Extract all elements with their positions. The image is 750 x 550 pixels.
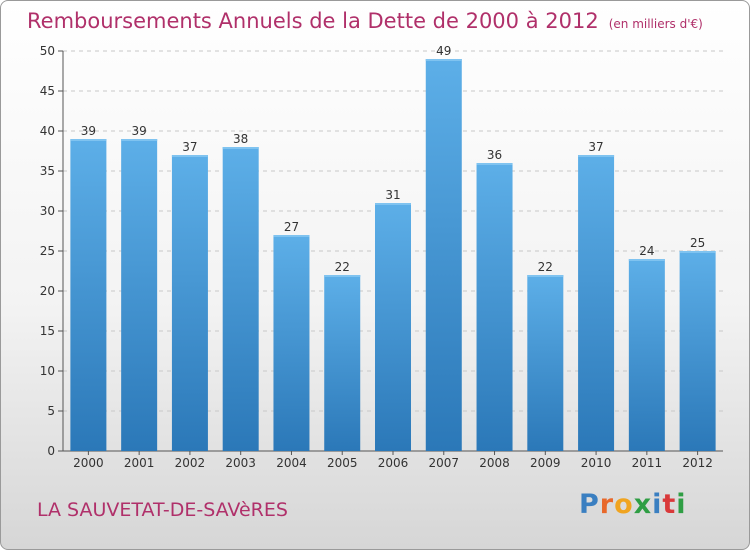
data-label: 37 <box>588 140 603 154</box>
bar-top-highlight <box>222 147 259 149</box>
x-tick-label: 2008 <box>479 456 510 470</box>
data-label: 31 <box>385 188 400 202</box>
data-label: 37 <box>182 140 197 154</box>
logo-letter: r <box>599 489 615 520</box>
x-tick-label: 2003 <box>225 456 256 470</box>
chart-title-text: Remboursements Annuels de la Dette de 20… <box>27 9 599 33</box>
bar <box>628 259 665 451</box>
x-tick-label: 2002 <box>175 456 206 470</box>
data-label: 39 <box>132 124 147 138</box>
x-tick-label: 2000 <box>73 456 104 470</box>
bar <box>578 155 615 451</box>
data-label: 36 <box>487 148 502 162</box>
x-tick-label: 2004 <box>276 456 307 470</box>
logo-letter: x <box>633 489 653 520</box>
x-tick-label: 2011 <box>632 456 663 470</box>
y-tick-label: 0 <box>47 444 55 458</box>
bar <box>324 275 361 451</box>
data-label: 22 <box>335 260 350 274</box>
bar-top-highlight <box>628 259 665 261</box>
bar-top-highlight <box>679 251 716 253</box>
bar-top-highlight <box>578 155 615 157</box>
y-tick-label: 30 <box>40 204 55 218</box>
chart-title: Remboursements Annuels de la Dette de 20… <box>27 9 703 33</box>
bar-top-highlight <box>527 275 564 277</box>
bar <box>171 155 208 451</box>
x-tick-label: 2012 <box>682 456 713 470</box>
bar-top-highlight <box>273 235 310 237</box>
bar-top-highlight <box>121 139 158 141</box>
bar <box>425 59 462 451</box>
data-label: 24 <box>639 244 654 258</box>
data-label: 27 <box>284 220 299 234</box>
logo-letter: i <box>676 489 687 520</box>
bar <box>476 163 513 451</box>
logo-letter: i <box>652 489 663 520</box>
bar-top-highlight <box>476 163 513 165</box>
y-tick-label: 40 <box>40 124 55 138</box>
data-label: 25 <box>690 236 705 250</box>
bar <box>527 275 564 451</box>
bar-top-highlight <box>171 155 208 157</box>
data-label: 49 <box>436 44 451 58</box>
logo-letter: t <box>662 489 677 520</box>
x-tick-label: 2006 <box>378 456 409 470</box>
proxiti-logo: Proxiti <box>579 489 687 520</box>
logo-letter: P <box>579 489 600 520</box>
y-tick-label: 35 <box>40 164 55 178</box>
y-tick-label: 25 <box>40 244 55 258</box>
bar <box>70 139 107 451</box>
y-tick-label: 45 <box>40 84 55 98</box>
bar <box>222 147 259 451</box>
bar <box>375 203 411 451</box>
bar-top-highlight <box>425 59 462 61</box>
bar-top-highlight <box>324 275 361 277</box>
place-name: LA SAUVETAT-DE-SAVèRES <box>37 499 288 521</box>
y-tick-label: 20 <box>40 284 55 298</box>
bar <box>679 251 716 451</box>
y-tick-label: 5 <box>47 404 55 418</box>
data-label: 22 <box>538 260 553 274</box>
data-label: 38 <box>233 132 248 146</box>
chart-subtitle: (en milliers d'€) <box>608 17 703 31</box>
data-label: 39 <box>81 124 96 138</box>
x-tick-label: 2001 <box>124 456 155 470</box>
y-tick-label: 15 <box>40 324 55 338</box>
x-tick-label: 2005 <box>327 456 358 470</box>
x-tick-label: 2010 <box>581 456 612 470</box>
logo-letter: o <box>614 489 634 520</box>
bar-top-highlight <box>70 139 107 141</box>
y-tick-label: 10 <box>40 364 55 378</box>
bar-top-highlight <box>375 203 411 205</box>
x-tick-label: 2007 <box>428 456 459 470</box>
y-tick-label: 50 <box>40 44 55 58</box>
x-tick-label: 2009 <box>530 456 561 470</box>
bar <box>273 235 310 451</box>
bar <box>121 139 158 451</box>
